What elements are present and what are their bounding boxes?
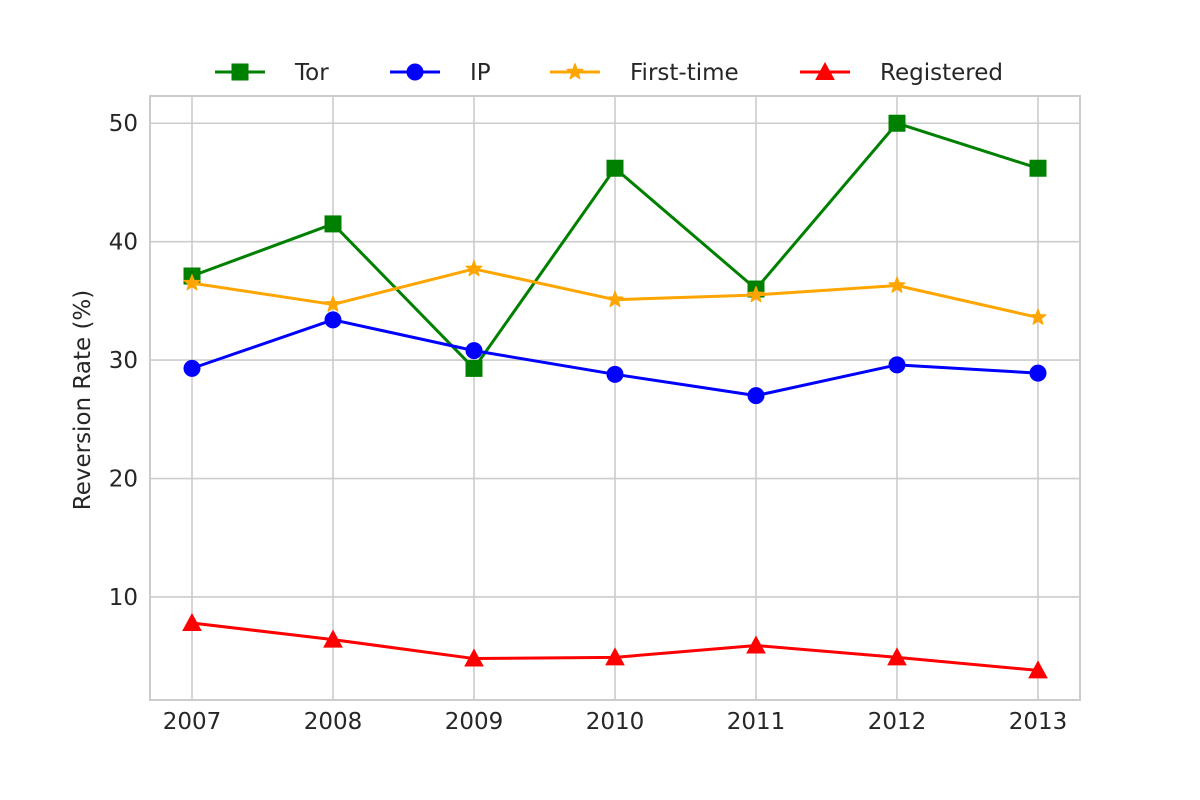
data-point-first-time xyxy=(465,259,483,277)
y-axis-title: Reversion Rate (%) xyxy=(70,290,96,511)
data-point-ip xyxy=(183,359,201,377)
legend: Tor IP First-time Registered xyxy=(215,60,1003,86)
data-point-registered xyxy=(605,647,625,666)
legend-label-ip: IP xyxy=(470,60,491,86)
data-point-registered xyxy=(464,648,484,667)
data-point-ip xyxy=(747,387,765,405)
data-point-tor xyxy=(465,359,483,377)
y-tick-label: 50 xyxy=(109,111,138,137)
data-point-tor xyxy=(324,215,342,233)
legend-marker-ip xyxy=(406,63,424,81)
y-tick-label: 40 xyxy=(109,230,138,256)
data-point-registered xyxy=(887,647,907,666)
series-ip xyxy=(183,311,1047,405)
y-tick-label: 30 xyxy=(109,348,138,374)
grid xyxy=(150,96,1080,700)
x-tick-label: 2011 xyxy=(727,709,786,735)
x-tick-label: 2012 xyxy=(868,709,927,735)
plot-frame xyxy=(149,95,1081,701)
series-layer xyxy=(182,114,1048,679)
data-point-ip xyxy=(606,365,624,383)
legend-label-first-time: First-time xyxy=(630,60,739,86)
legend-item-ip: IP xyxy=(390,60,491,86)
data-point-tor xyxy=(888,114,906,132)
y-axis-ticks: 10 20 30 40 50 xyxy=(109,111,138,611)
data-point-ip xyxy=(888,356,906,374)
data-point-first-time xyxy=(747,285,765,303)
x-tick-label: 2009 xyxy=(445,709,504,735)
x-tick-label: 2007 xyxy=(163,709,222,735)
data-point-registered xyxy=(182,612,202,632)
data-point-first-time xyxy=(606,290,624,308)
legend-item-first-time: First-time xyxy=(550,60,739,86)
legend-marker-tor xyxy=(231,63,249,81)
y-tick-label: 10 xyxy=(109,585,138,611)
data-point-tor xyxy=(606,159,624,177)
series-first-time xyxy=(183,259,1047,325)
legend-label-tor: Tor xyxy=(294,60,329,86)
series-registered xyxy=(182,612,1048,679)
x-tick-label: 2008 xyxy=(304,709,363,735)
data-point-registered xyxy=(1028,660,1048,679)
data-point-registered xyxy=(746,635,766,654)
data-point-ip xyxy=(324,311,342,329)
data-point-first-time xyxy=(1029,308,1047,325)
data-point-registered xyxy=(323,629,343,648)
data-point-first-time xyxy=(888,276,906,293)
legend-label-registered: Registered xyxy=(880,60,1003,86)
x-tick-label: 2013 xyxy=(1009,709,1068,735)
data-point-ip xyxy=(1029,364,1047,382)
y-tick-label: 20 xyxy=(109,467,138,493)
legend-marker-first-time xyxy=(566,63,584,80)
legend-item-tor: Tor xyxy=(215,60,329,86)
data-point-ip xyxy=(465,342,483,360)
legend-item-registered: Registered xyxy=(800,60,1003,86)
legend-marker-registered xyxy=(815,61,835,80)
x-axis-ticks: 2007 2008 2009 2010 2011 2012 2013 xyxy=(163,709,1068,735)
data-point-first-time xyxy=(324,295,342,312)
series-tor xyxy=(183,114,1047,377)
data-point-tor xyxy=(1029,159,1047,177)
data-point-first-time xyxy=(183,274,201,291)
x-tick-label: 2010 xyxy=(586,709,645,735)
